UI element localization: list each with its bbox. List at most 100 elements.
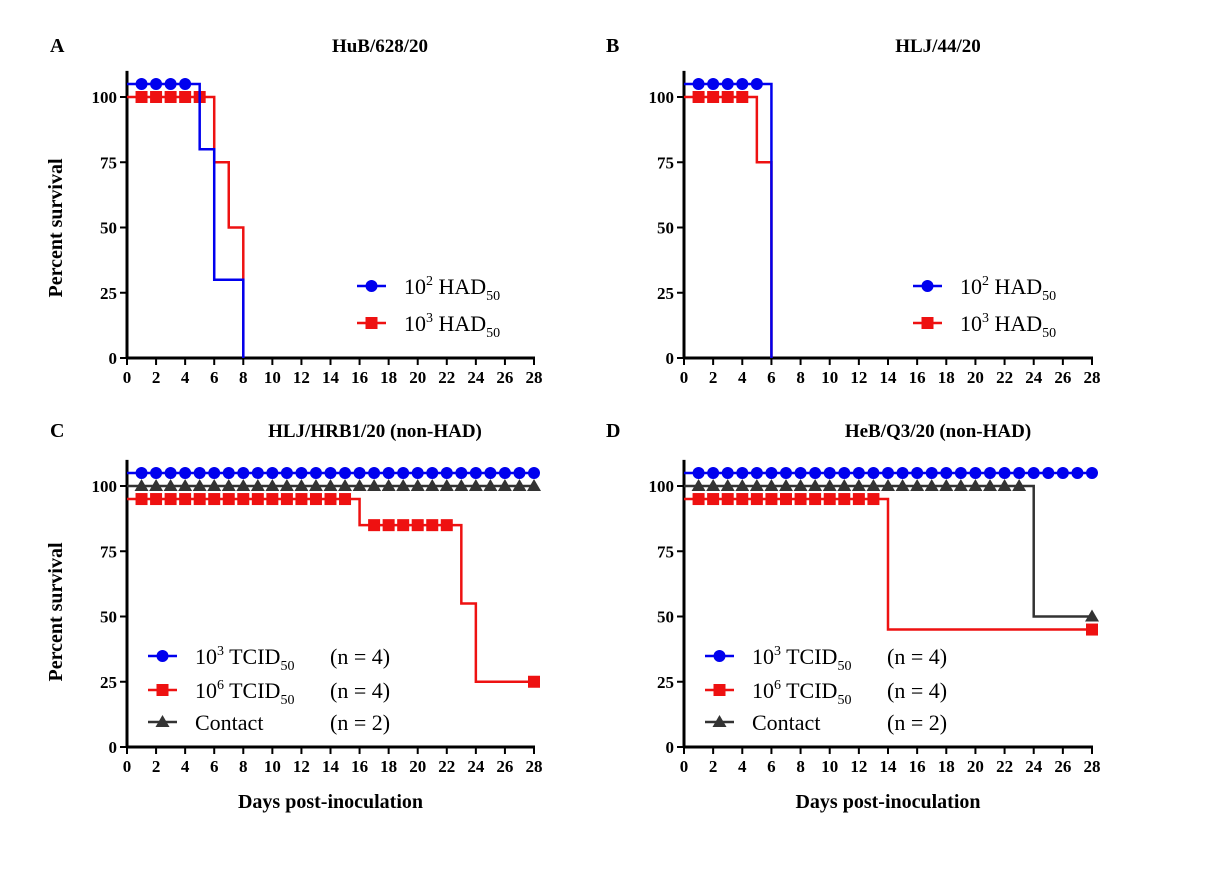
x-tick-label: 14 bbox=[322, 757, 340, 776]
data-point-marker bbox=[527, 479, 541, 491]
data-point-marker bbox=[250, 479, 265, 491]
data-point-marker bbox=[179, 91, 192, 103]
data-point-marker bbox=[150, 77, 163, 90]
data-point-marker bbox=[454, 479, 469, 491]
x-tick-label: 22 bbox=[438, 757, 455, 776]
x-tick-label: 26 bbox=[496, 368, 513, 387]
data-point-marker bbox=[164, 77, 177, 90]
legend-marker bbox=[156, 650, 169, 662]
y-axis-label: Percent survival bbox=[45, 542, 67, 681]
legend-marker bbox=[155, 715, 170, 727]
data-point-marker bbox=[895, 479, 910, 491]
data-point-marker bbox=[338, 479, 353, 491]
data-point-marker bbox=[396, 479, 411, 491]
legend: 102 HAD50 103 HAD50 bbox=[913, 274, 1056, 341]
survival-step-line bbox=[127, 82, 245, 358]
data-point-marker bbox=[528, 466, 540, 479]
y-tick-label: 100 bbox=[649, 477, 675, 496]
data-point-marker bbox=[765, 466, 778, 479]
data-point-marker bbox=[882, 466, 894, 479]
legend-item: 103 HAD50 bbox=[913, 311, 1056, 341]
panel-title: HeB/Q3/20 (non-HAD) bbox=[845, 421, 1031, 442]
data-point-marker bbox=[720, 479, 735, 491]
x-tick-label: 20 bbox=[967, 368, 984, 387]
legend-label-base: Contact bbox=[752, 710, 820, 735]
panel-a: A HuB/628/200 2 4 6 8 10 12 14 16 18 20 22 24 26 280255… bbox=[45, 35, 543, 387]
data-point-marker bbox=[324, 493, 337, 506]
data-point-marker bbox=[309, 493, 322, 506]
data-point-marker bbox=[208, 493, 221, 506]
survival-step-line bbox=[127, 95, 245, 358]
y-axis-label: Percent survival bbox=[0, 0, 5, 70]
y-tick-label: 0 bbox=[109, 349, 118, 368]
data-point-marker bbox=[411, 466, 424, 479]
data-point-marker bbox=[953, 479, 968, 491]
data-point-marker bbox=[808, 479, 823, 491]
legend-item: 102 HAD50 bbox=[357, 274, 500, 304]
panel-c: C HLJ/HRB1/20 (non-HAD)0 2 4 6 8 10 12 14 16 18 20 2… bbox=[45, 420, 543, 813]
x-tick-label: 8 bbox=[239, 757, 248, 776]
data-point-marker bbox=[426, 519, 439, 532]
x-tick-label: 28 bbox=[1084, 368, 1101, 387]
series-0 bbox=[127, 77, 245, 358]
data-point-marker bbox=[692, 91, 705, 103]
legend-label-mid: TCID bbox=[224, 678, 280, 703]
data-point-marker bbox=[721, 91, 734, 103]
data-point-marker bbox=[707, 91, 720, 103]
legend-item: 102 HAD50 bbox=[913, 274, 1056, 304]
series-0 bbox=[684, 466, 1098, 479]
data-point-marker bbox=[838, 493, 851, 506]
data-point-marker bbox=[1085, 609, 1099, 622]
x-tick-label: 18 bbox=[938, 368, 955, 387]
data-point-marker bbox=[837, 479, 852, 491]
legend-label-sup: 6 bbox=[217, 678, 224, 693]
data-point-marker bbox=[513, 466, 526, 479]
panel-label: A bbox=[50, 35, 65, 57]
series-1 bbox=[127, 91, 245, 358]
legend-label-mid: HAD bbox=[989, 274, 1042, 299]
legend-n-count: (n = 2) bbox=[887, 710, 947, 735]
y-tick-label: 0 bbox=[666, 738, 675, 757]
data-point-marker bbox=[425, 479, 440, 491]
x-tick-label: 18 bbox=[938, 757, 955, 776]
y-tick-label: 75 bbox=[657, 542, 674, 561]
legend-label-mid: TCID bbox=[781, 644, 837, 669]
data-point-marker bbox=[794, 466, 807, 479]
series-2 bbox=[684, 479, 1099, 622]
data-point-marker bbox=[192, 479, 207, 491]
legend-n-count: (n = 2) bbox=[330, 710, 390, 735]
data-point-marker bbox=[896, 466, 909, 479]
panel-label: C bbox=[50, 420, 64, 442]
data-point-marker bbox=[779, 479, 793, 491]
data-point-marker bbox=[280, 493, 293, 506]
data-point-marker bbox=[736, 466, 749, 479]
x-tick-label: 6 bbox=[767, 368, 776, 387]
legend-marker bbox=[713, 650, 726, 662]
legend-label: Contact bbox=[195, 710, 263, 735]
survival-step-line bbox=[684, 82, 773, 358]
data-point-marker bbox=[984, 466, 996, 479]
data-point-marker bbox=[1071, 466, 1084, 479]
data-point-marker bbox=[455, 466, 468, 479]
data-point-marker bbox=[750, 466, 763, 479]
data-point-marker bbox=[150, 493, 163, 506]
data-point-marker bbox=[838, 466, 851, 479]
series-1 bbox=[127, 493, 540, 688]
x-tick-label: 20 bbox=[409, 757, 426, 776]
y-tick-label: 100 bbox=[92, 477, 118, 496]
legend-label: 106 TCID50 bbox=[752, 678, 851, 708]
series-0 bbox=[684, 77, 773, 358]
x-tick-label: 0 bbox=[680, 757, 689, 776]
data-point-marker bbox=[750, 493, 763, 506]
data-point-marker bbox=[339, 466, 352, 479]
x-tick-label: 24 bbox=[467, 368, 485, 387]
data-point-marker bbox=[279, 479, 294, 491]
data-point-marker bbox=[497, 479, 512, 491]
data-point-marker bbox=[1027, 466, 1040, 479]
data-point-marker bbox=[163, 479, 178, 491]
x-tick-label: 0 bbox=[680, 368, 689, 387]
x-tick-label: 14 bbox=[880, 368, 898, 387]
legend-label-sub: 50 bbox=[1042, 289, 1056, 304]
